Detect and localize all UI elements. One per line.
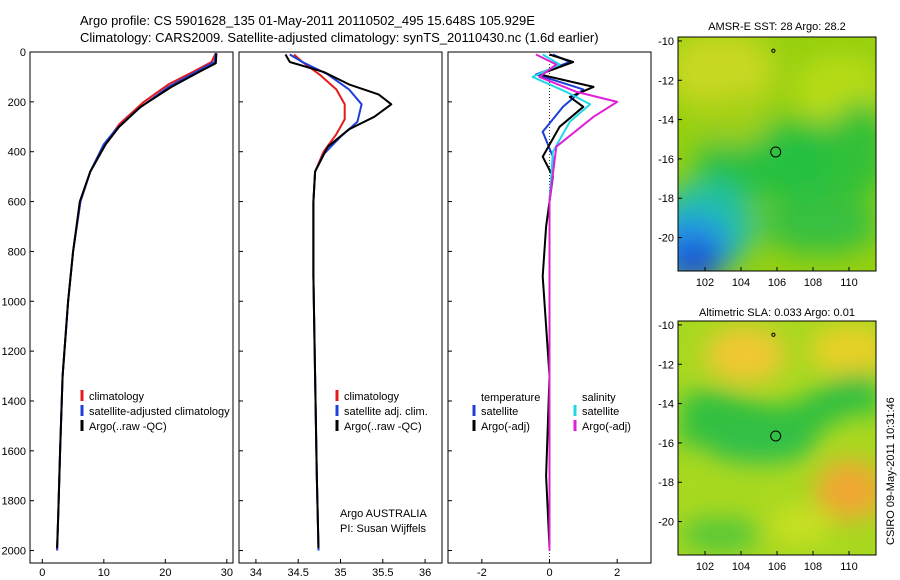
y-tick-label: -16 [658,438,674,450]
legend-entry: Argo(-adj) [481,421,530,433]
x-tick-label: 30 [221,567,233,579]
x-tick-label: -2 [477,567,487,579]
x-tick-label: 110 [840,277,858,289]
series-line-temperature-argo-adj- [538,53,595,549]
series-line-salinity-argo-adj- [535,53,619,551]
series-line-climatology [56,52,217,551]
chart-title-line2: Climatology: CARS2009. Satellite-adjuste… [80,30,599,45]
y-tick-label: -20 [658,517,674,529]
legend-entry: Argo(-adj) [582,421,631,433]
x-tick-label: 2 [614,567,620,579]
y-tick-label: -16 [658,154,674,166]
sla-map-field [678,321,876,555]
y-tick-label: 2000 [2,546,26,558]
profile-panel-3: -202difference from climatologytemperatu… [447,51,652,579]
x-tick-label: 35.5 [372,567,393,579]
x-tick-label: 102 [696,277,714,289]
x-tick-label: 0 [546,567,552,579]
y-tick-label: 1800 [2,496,26,508]
legend-entry: climatology [89,391,145,403]
series-line-climatology [293,53,346,551]
annotation: PI: Susan Wijffels [340,523,426,535]
x-tick-label: 0 [39,567,45,579]
y-tick-label: 200 [8,97,26,109]
series-line-satellite-adjusted-climatology [56,53,217,551]
y-tick-label: 1000 [2,296,26,308]
x-tick-label: 36 [419,567,431,579]
profile-panel-2: 3434.53535.536salinityclimatologysatelli… [238,51,443,579]
series-line-temperature-satellite [535,53,585,551]
legend-entry: satellite [582,406,619,418]
x-tick-label: 106 [768,561,786,573]
map-panel-2: Altimetric SLA: 0.033 Argo: 0.01 102 104 10… [658,307,877,573]
y-tick-label: 1600 [2,446,26,458]
legend-entry: Argo(..raw -QC) [344,421,422,433]
x-tick-label: 102 [696,561,714,573]
legend-entry: climatology [344,391,400,403]
x-tick-label: 104 [732,277,750,289]
x-tick-label: 10 [98,567,110,579]
x-tick-label: 34.5 [287,567,308,579]
panel-frame [29,51,234,564]
x-tick-label: 106 [768,277,786,289]
x-tick-label: 35 [334,567,346,579]
y-tick-label: -10 [658,36,674,48]
legend-entry: satellite [481,406,518,418]
x-tick-label: 110 [840,561,858,573]
profile-panel-1: 0 10 20 30 0 200 400 600 800 1000 1200 1400 1600 1800… [2,47,234,579]
y-tick-label: 400 [8,147,26,159]
y-tick-label: -20 [658,233,674,245]
x-tick-label: 34 [250,567,262,579]
y-tick-label: 800 [8,246,26,258]
y-tick-label: -14 [658,115,674,127]
series-line-argo-raw-qc- [284,54,393,549]
legend-entry: satellite-adjusted climatology [89,406,230,418]
small-marker [771,48,776,53]
y-tick-label: -18 [658,193,674,205]
legend-entry: Argo(..raw -QC) [89,421,167,433]
legend-title-salinity: salinity [582,392,616,404]
x-tick-label: 108 [804,561,822,573]
y-tick-label: 1400 [2,396,26,408]
y-tick-label: -14 [658,399,674,411]
float-position-marker [770,146,782,158]
timestamp-stamp: CSIRO 09-May-2011 10:31:46 [885,397,897,545]
y-tick-label: -10 [658,320,674,332]
y-tick-label: 600 [8,197,26,209]
x-tick-label: 108 [804,277,822,289]
chart-title-line1: Argo profile: CS 5901628_135 01-May-2011… [80,13,535,28]
map-title: Altimetric SLA: 0.033 Argo: 0.01 [699,307,855,319]
x-tick-label: 20 [159,567,171,579]
small-marker [771,332,776,337]
map-title: AMSR-E SST: 28 Argo: 28.2 [708,21,846,33]
annotation: Argo AUSTRALIA [340,508,427,520]
y-tick-label: 1200 [2,346,26,358]
y-tick-label: -12 [658,75,674,87]
series-line-salinity-satellite [531,53,592,551]
legend-title-temperature: temperature [481,392,540,404]
legend-entry: satellite adj. clim. [344,406,428,418]
map-panel-1: AMSR-E SST: 28 Argo: 28.2 102 104 106 108 110… [658,21,877,289]
sst-map-field [678,37,876,271]
series-line-argo-raw-qc- [56,53,218,549]
float-position-marker [770,430,782,442]
x-tick-label: 104 [732,561,750,573]
y-tick-label: -18 [658,477,674,489]
y-tick-label: -12 [658,359,674,371]
y-tick-label: 0 [20,47,26,59]
